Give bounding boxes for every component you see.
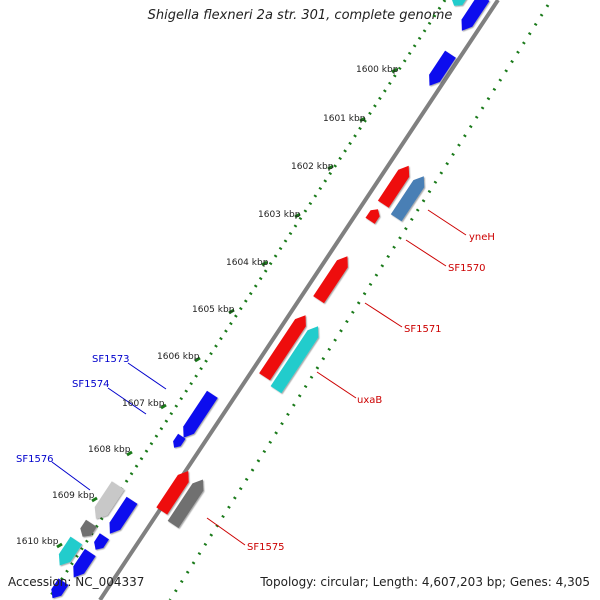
tick-label-1602: 1602 kbp: [291, 162, 334, 172]
gene-label-SF1573[interactable]: SF1573: [92, 354, 130, 365]
gene-cyan-bottom[interactable]: [58, 536, 83, 566]
gene-yneH-red[interactable]: [377, 165, 410, 208]
tick-label-1607: 1607 kbp: [122, 399, 165, 409]
genome-backbone: [98, 0, 500, 600]
genome-summary-text: Topology: circular; Length: 4,607,203 bp…: [260, 575, 590, 589]
tick-label-1603: 1603 kbp: [258, 210, 301, 220]
kbp-tick-8: [126, 450, 133, 457]
kbp-tick-5: [228, 308, 235, 315]
accession-text: Accession: NC_004337: [8, 575, 145, 589]
gene-label-SF1570[interactable]: SF1570: [448, 263, 486, 274]
gene-SF1576-blue[interactable]: [109, 496, 138, 534]
kbp-tick-0: [391, 67, 398, 74]
leader-SF1576: [51, 461, 91, 491]
leader-SF1573: [127, 362, 167, 390]
gene-top-blue-2[interactable]: [429, 50, 456, 86]
leader-SF1574: [107, 387, 147, 415]
gene-blue-bottom-2[interactable]: [51, 578, 69, 599]
gene-top-blue-1[interactable]: [461, 0, 490, 31]
map-title: Shigella flexneri 2a str. 301, complete …: [147, 8, 453, 23]
leader-yneH: [427, 209, 467, 236]
gene-SF1575-red[interactable]: [156, 471, 189, 515]
kbp-tick-10: [56, 542, 63, 549]
kbp-tick-4: [261, 260, 268, 267]
gene-features: [51, 0, 490, 599]
gene-top-cyan[interactable]: [451, 0, 467, 6]
tick-label-1610: 1610 kbp: [16, 537, 59, 547]
kbp-tick-9: [91, 496, 98, 503]
gene-blue-small-1[interactable]: [94, 533, 109, 550]
tick-label-1608: 1608 kbp: [88, 445, 131, 455]
kbp-tick-marks: [56, 67, 398, 549]
gene-uxaB-cyan[interactable]: [270, 326, 319, 394]
gene-SF1576-grey[interactable]: [94, 481, 125, 519]
tick-label-1609: 1609 kbp: [52, 491, 95, 501]
tick-label-1601: 1601 kbp: [323, 114, 366, 124]
tick-label-1604: 1604 kbp: [226, 258, 269, 268]
label-leaders: [51, 209, 467, 546]
gene-SF1575-grey[interactable]: [167, 479, 204, 529]
gene-label-yneH[interactable]: yneH: [469, 232, 495, 243]
gene-SF1574[interactable]: [173, 433, 186, 448]
leader-uxaB: [316, 371, 357, 399]
kbp-tick-6: [194, 356, 201, 363]
gene-blue-bottom-1[interactable]: [73, 548, 96, 578]
inner-tick-circle: [168, 4, 550, 600]
gene-SF1570[interactable]: [365, 209, 380, 224]
kbp-tick-1: [359, 116, 366, 123]
gene-label-SF1571[interactable]: SF1571: [404, 324, 442, 335]
gene-label-uxaB[interactable]: uxaB: [357, 395, 382, 406]
kbp-tick-2: [327, 164, 334, 171]
leader-SF1571: [364, 302, 403, 328]
leader-SF1570: [405, 239, 447, 267]
tick-label-1600: 1600 kbp: [356, 65, 399, 75]
kbp-tick-7: [160, 403, 167, 410]
tick-label-1605: 1605 kbp: [192, 305, 235, 315]
gene-label-SF1575[interactable]: SF1575: [247, 542, 285, 553]
leader-SF1575: [206, 517, 246, 546]
tick-label-1606: 1606 kbp: [157, 352, 200, 362]
gene-label-SF1574[interactable]: SF1574: [72, 379, 110, 390]
gene-dark-grey-small[interactable]: [80, 519, 97, 537]
gene-uxaB-red[interactable]: [259, 315, 306, 381]
gene-label-SF1576[interactable]: SF1576: [16, 454, 54, 465]
gene-SF1573[interactable]: [183, 390, 218, 438]
gene-yneH-steel[interactable]: [390, 176, 425, 222]
kbp-tick-3: [294, 212, 301, 219]
gene-SF1571[interactable]: [313, 256, 348, 304]
